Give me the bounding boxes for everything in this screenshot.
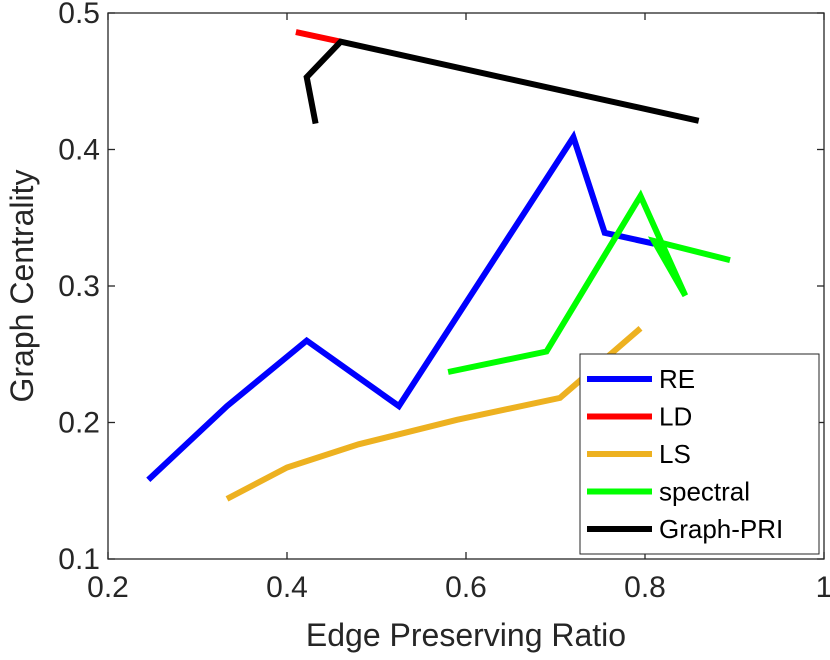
legend-label-ld: LD xyxy=(659,402,692,432)
legend-label-graph-pri: Graph-PRI xyxy=(659,514,783,544)
x-tick-label: 0.6 xyxy=(445,571,487,604)
x-tick-label: 0.2 xyxy=(87,571,129,604)
series-layer xyxy=(146,29,731,502)
legend-label-spectral: spectral xyxy=(659,477,750,507)
ticks-layer: 0.2 0.4 0.6 0.8 10.10.20.30.40.5 xyxy=(58,0,830,604)
y-tick-label: 0.4 xyxy=(58,134,100,167)
y-axis-label: Graph Centrality xyxy=(4,170,40,403)
legend-label-ls: LS xyxy=(659,439,691,469)
series-line-re xyxy=(146,130,655,482)
y-tick-label: 0.2 xyxy=(58,407,100,440)
x-tick-label: 0.4 xyxy=(266,571,308,604)
x-tick-label: 1 xyxy=(816,571,830,604)
y-tick-label: 0.5 xyxy=(58,0,100,30)
series-line-spectral xyxy=(447,189,731,375)
series-line-ls xyxy=(225,326,643,502)
y-tick-label: 0.3 xyxy=(58,270,100,303)
y-tick-label: 0.1 xyxy=(58,543,100,576)
legend-label-re: RE xyxy=(659,364,695,394)
legend: RE LD LS spectral Graph-PRI xyxy=(579,353,820,555)
series-line-ld xyxy=(295,29,342,45)
series-line-graph-pri xyxy=(303,38,700,125)
x-axis-label: Edge Preserving Ratio xyxy=(306,617,626,653)
x-tick-label: 0.8 xyxy=(624,571,666,604)
